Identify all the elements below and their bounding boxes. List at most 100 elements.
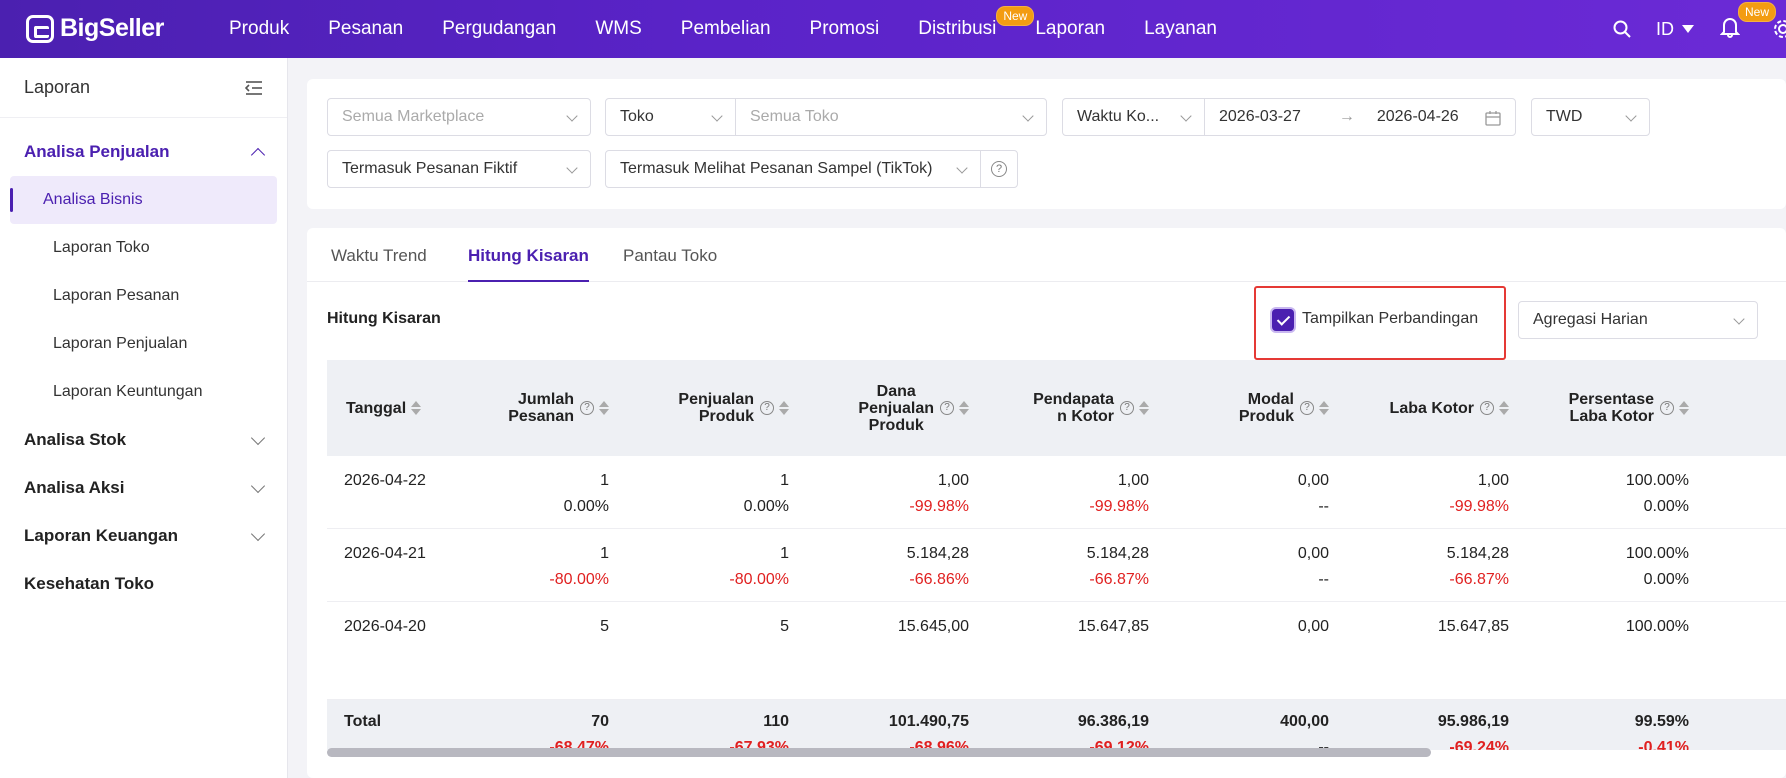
cell-value-main: 15.647,85 — [1077, 618, 1149, 635]
col-header-jumlah-pesanan[interactable]: Jumlah Pesanan ? — [508, 360, 609, 456]
sidebar-item-laporan-pesanan[interactable]: Laporan Pesanan — [53, 287, 180, 304]
col-header-tanggal[interactable]: Tanggal — [346, 360, 422, 456]
cell-value-main: 0,00 — [1297, 545, 1329, 562]
help-icon[interactable]: ? — [1660, 401, 1674, 415]
help-icon[interactable]: ? — [1480, 401, 1494, 415]
horizontal-scrollbar[interactable] — [327, 748, 1786, 758]
col-header-persentase-laba-kotor[interactable]: Persentase Laba Kotor ? — [1569, 360, 1689, 456]
cell-value-main: 5 — [600, 618, 609, 635]
date-start[interactable]: 2026-03-27 — [1219, 108, 1301, 125]
help-icon[interactable]: ? — [1120, 401, 1134, 415]
cell-value: 99.59% -0.41% — [1635, 713, 1689, 750]
tab-waktu-trend[interactable]: Waktu Trend — [331, 246, 427, 265]
help-icon[interactable]: ? — [1300, 401, 1314, 415]
sidebar-header: Laporan — [0, 58, 287, 118]
nav-item-layanan[interactable]: Layanan — [1144, 18, 1217, 39]
marketplace-select[interactable]: Semua Marketplace — [327, 98, 591, 136]
nav-item-pergudangan[interactable]: Pergudangan — [442, 18, 557, 39]
cell-value-main: 15.647,85 — [1437, 618, 1509, 635]
sort-icon[interactable] — [411, 401, 422, 415]
col-header-laba-kotor[interactable]: Laba Kotor ? — [1390, 360, 1509, 456]
chevron-down-icon — [250, 430, 266, 445]
col-header-pendapatan-kotor[interactable]: Pendapata n Kotor ? — [1033, 360, 1149, 456]
sort-icon[interactable] — [1319, 401, 1329, 415]
cell-value-change: -99.98% — [1449, 498, 1509, 515]
search-icon[interactable] — [1612, 19, 1632, 39]
sort-icon[interactable] — [1679, 401, 1689, 415]
scrollbar-thumb[interactable] — [327, 748, 1431, 757]
col-header-dana-penjualan-produk[interactable]: Dana Penjualan Produk ? — [858, 360, 969, 456]
table-row: 2026-04-20 5 5 15.645,00 15.647,85 0,00 15.647… — [327, 602, 1786, 700]
cell-value-main: 110 — [763, 713, 789, 730]
time-type-select[interactable]: Waktu Ko... — [1062, 98, 1205, 136]
cell-value-main: 70 — [591, 713, 609, 730]
chevron-down-icon — [1180, 110, 1192, 122]
currency-value: TWD — [1546, 108, 1583, 125]
nav-item-pesanan[interactable]: Pesanan — [328, 18, 404, 39]
sidebar-group-analisa-penjualan[interactable]: Analisa Penjualan — [0, 128, 287, 176]
sort-icon[interactable] — [1139, 401, 1149, 415]
store-select[interactable]: Semua Toko — [735, 98, 1047, 136]
chevron-down-icon — [250, 478, 266, 493]
brand-logo[interactable]: BigSeller — [26, 14, 164, 43]
cell-value-main: 0,00 — [1297, 618, 1329, 635]
help-icon[interactable]: ? — [940, 401, 954, 415]
sidebar-item-laporan-keuntungan[interactable]: Laporan Keuntungan — [53, 383, 203, 400]
sort-icon[interactable] — [599, 401, 609, 415]
col-header-penjualan-produk[interactable]: Penjualan Produk ? — [678, 360, 789, 456]
sort-icon[interactable] — [779, 401, 789, 415]
collapse-menu-icon[interactable] — [245, 80, 263, 96]
sort-icon[interactable] — [959, 401, 969, 415]
help-button[interactable]: ? — [980, 150, 1018, 188]
cell-value-change: -66.87% — [1449, 571, 1509, 588]
chevron-down-icon[interactable] — [1682, 25, 1694, 33]
currency-select[interactable]: TWD — [1531, 98, 1650, 136]
aggregation-select[interactable]: Agregasi Harian — [1518, 301, 1758, 339]
sort-icon[interactable] — [1499, 401, 1509, 415]
date-range-picker[interactable]: 2026-03-27 → 2026-04-26 — [1204, 98, 1516, 136]
sample-orders-value: Termasuk Melihat Pesanan Sampel (TikTok) — [620, 160, 933, 177]
store-type-select[interactable]: Toko — [605, 98, 736, 136]
top-right-actions: ID New — [1612, 0, 1786, 58]
cell-value-change: -99.98% — [909, 498, 969, 515]
cell-value-main: 1,00 — [937, 472, 969, 489]
nav-item-laporan[interactable]: Laporan — [1035, 18, 1106, 39]
notification-button[interactable]: New — [1719, 1, 1776, 43]
col-header-label: Modal Produk — [1238, 391, 1294, 425]
sidebar-group-analisa-aksi[interactable]: Analisa Aksi — [0, 464, 287, 512]
compare-checkbox[interactable] — [1272, 309, 1294, 331]
col-header-modal-produk[interactable]: Modal Produk ? — [1239, 360, 1329, 456]
sidebar-item-laporan-toko[interactable]: Laporan Toko — [53, 239, 150, 256]
sidebar-item-analisa-bisnis[interactable]: Analisa Bisnis — [10, 176, 277, 224]
tab-hitung-kisaran[interactable]: Hitung Kisaran — [468, 246, 589, 282]
nav-item-wms[interactable]: WMS — [595, 18, 642, 39]
fake-orders-select[interactable]: Termasuk Pesanan Fiktif — [327, 150, 591, 188]
sidebar-group-label: Laporan Keuangan — [24, 526, 178, 545]
gear-icon[interactable] — [1772, 18, 1786, 40]
report-panel: Waktu Trend Hitung Kisaran Pantau Toko H… — [307, 228, 1786, 778]
nav-item-promosi[interactable]: Promosi — [809, 18, 880, 39]
nav-item-distribusi[interactable]: Distribusi New — [918, 6, 1035, 40]
sidebar-group-kesehatan-toko[interactable]: Kesehatan Toko — [0, 560, 287, 608]
help-icon[interactable]: ? — [760, 401, 774, 415]
sidebar-item-laporan-penjualan[interactable]: Laporan Penjualan — [53, 335, 188, 352]
cell-value: 5 — [780, 618, 789, 640]
cell-date: 2026-04-20 — [344, 618, 426, 635]
language-selector[interactable]: ID — [1656, 18, 1674, 39]
calendar-icon — [1485, 111, 1501, 126]
cell-value: 1 0.00% — [744, 472, 789, 520]
nav-item-pembelian[interactable]: Pembelian — [680, 18, 771, 39]
sample-orders-select[interactable]: Termasuk Melihat Pesanan Sampel (TikTok) — [605, 150, 981, 188]
cell-value-main: 0,00 — [1297, 472, 1329, 489]
chevron-down-icon — [1733, 313, 1745, 325]
help-icon[interactable]: ? — [580, 401, 594, 415]
sidebar-group-laporan-keuangan[interactable]: Laporan Keuangan — [0, 512, 287, 560]
total-label: Total — [344, 713, 382, 730]
sidebar-group-analisa-stok[interactable]: Analisa Stok — [0, 416, 287, 464]
compare-label[interactable]: Tampilkan Perbandingan — [1302, 310, 1479, 327]
cell-value-change: -68.47% — [549, 739, 609, 750]
nav-item-produk[interactable]: Produk — [229, 18, 290, 39]
date-end[interactable]: 2026-04-26 — [1376, 108, 1459, 125]
main-nav: Produk Pesanan Pergudangan WMS Pembelian… — [212, 0, 1217, 58]
tab-pantau-toko[interactable]: Pantau Toko — [623, 246, 718, 265]
